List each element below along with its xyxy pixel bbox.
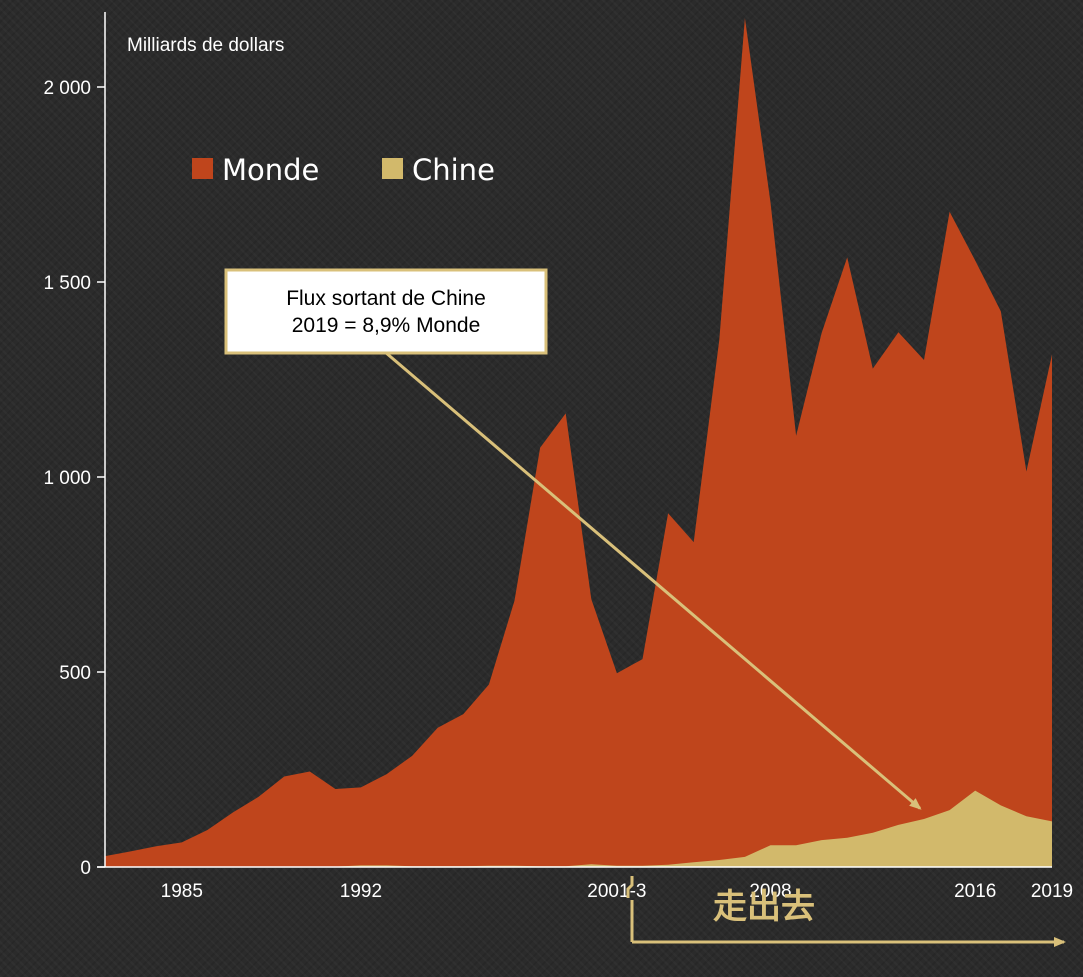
x-tick-label: 2019 (1031, 881, 1073, 902)
y-axis-unit-label: Milliards de dollars (127, 35, 284, 56)
x-tick-label: 2016 (954, 881, 996, 902)
area-series-chine (105, 790, 1052, 867)
y-tick-label: 2 000 (43, 78, 91, 99)
axes-layer: 0 500 1 000 1 500 2 000 1985 1992 2001-3 2008 201… (43, 12, 1073, 902)
period-bracket (626, 876, 634, 898)
legend-label-monde: Monde (222, 153, 319, 187)
x-tick-label: 1992 (340, 881, 382, 902)
callout-arrow (384, 350, 922, 810)
callout-box: Flux sortant de Chine 2019 = 8,9% Monde (224, 268, 548, 355)
x-tick-label: 2001-3 (587, 881, 646, 902)
y-tick-label: 500 (59, 663, 91, 684)
area-series-monde (105, 18, 1052, 867)
y-tick-label: 0 (80, 858, 91, 879)
legend-label-chine: Chine (412, 153, 495, 187)
legend: Monde Chine (192, 153, 495, 187)
y-tick-label: 1 500 (43, 273, 91, 294)
legend-swatch-chine (382, 158, 403, 179)
x-tick-label: 2008 (749, 881, 791, 902)
callout-line-2: 2019 = 8,9% Monde (292, 314, 481, 337)
callout-line-1: Flux sortant de Chine (286, 287, 486, 310)
period-label: 走出去 (713, 887, 815, 927)
period-indicator: 走出去 (626, 876, 1066, 947)
area-layer (105, 18, 1052, 867)
y-tick-label: 1 000 (43, 468, 91, 489)
legend-swatch-monde (192, 158, 213, 179)
x-tick-label: 1985 (161, 881, 203, 902)
